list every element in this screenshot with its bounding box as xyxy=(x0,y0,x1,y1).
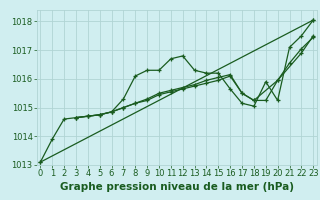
X-axis label: Graphe pression niveau de la mer (hPa): Graphe pression niveau de la mer (hPa) xyxy=(60,182,294,192)
